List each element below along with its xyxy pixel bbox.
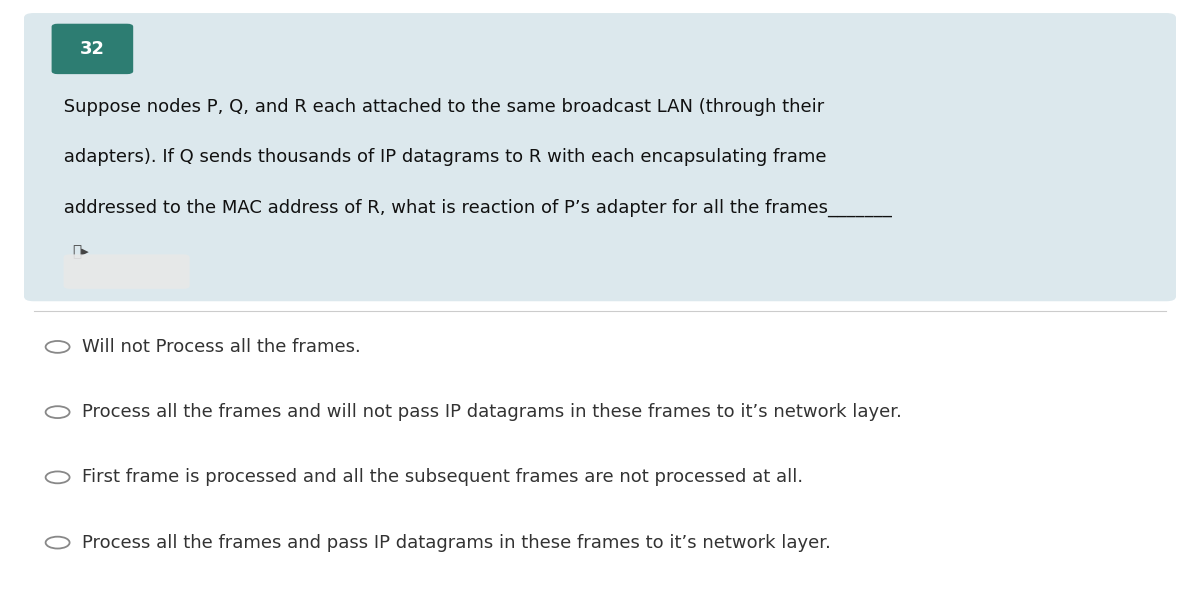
Circle shape bbox=[46, 537, 70, 549]
Text: Will not Process all the frames.: Will not Process all the frames. bbox=[82, 338, 360, 356]
FancyBboxPatch shape bbox=[52, 24, 133, 74]
Text: Process all the frames and pass IP datagrams in these frames to it’s network lay: Process all the frames and pass IP datag… bbox=[82, 534, 830, 551]
Text: Suppose nodes P, Q, and R each attached to the same broadcast LAN (through their: Suppose nodes P, Q, and R each attached … bbox=[58, 98, 824, 116]
Text: Process all the frames and will not pass IP datagrams in these frames to it’s ne: Process all the frames and will not pass… bbox=[82, 403, 901, 421]
Text: First frame is processed and all the subsequent frames are not processed at all.: First frame is processed and all the sub… bbox=[82, 468, 803, 486]
Circle shape bbox=[46, 406, 70, 418]
Text: adapters). If Q sends thousands of IP datagrams to R with each encapsulating fra: adapters). If Q sends thousands of IP da… bbox=[58, 148, 826, 166]
Circle shape bbox=[46, 471, 70, 483]
Circle shape bbox=[46, 341, 70, 353]
Text: addressed to the MAC address of R, what is reaction of P’s adapter for all the f: addressed to the MAC address of R, what … bbox=[58, 199, 892, 216]
Text: 💻▸: 💻▸ bbox=[72, 244, 89, 260]
Text: 32: 32 bbox=[80, 40, 104, 58]
FancyBboxPatch shape bbox=[64, 254, 190, 289]
FancyBboxPatch shape bbox=[24, 13, 1176, 301]
